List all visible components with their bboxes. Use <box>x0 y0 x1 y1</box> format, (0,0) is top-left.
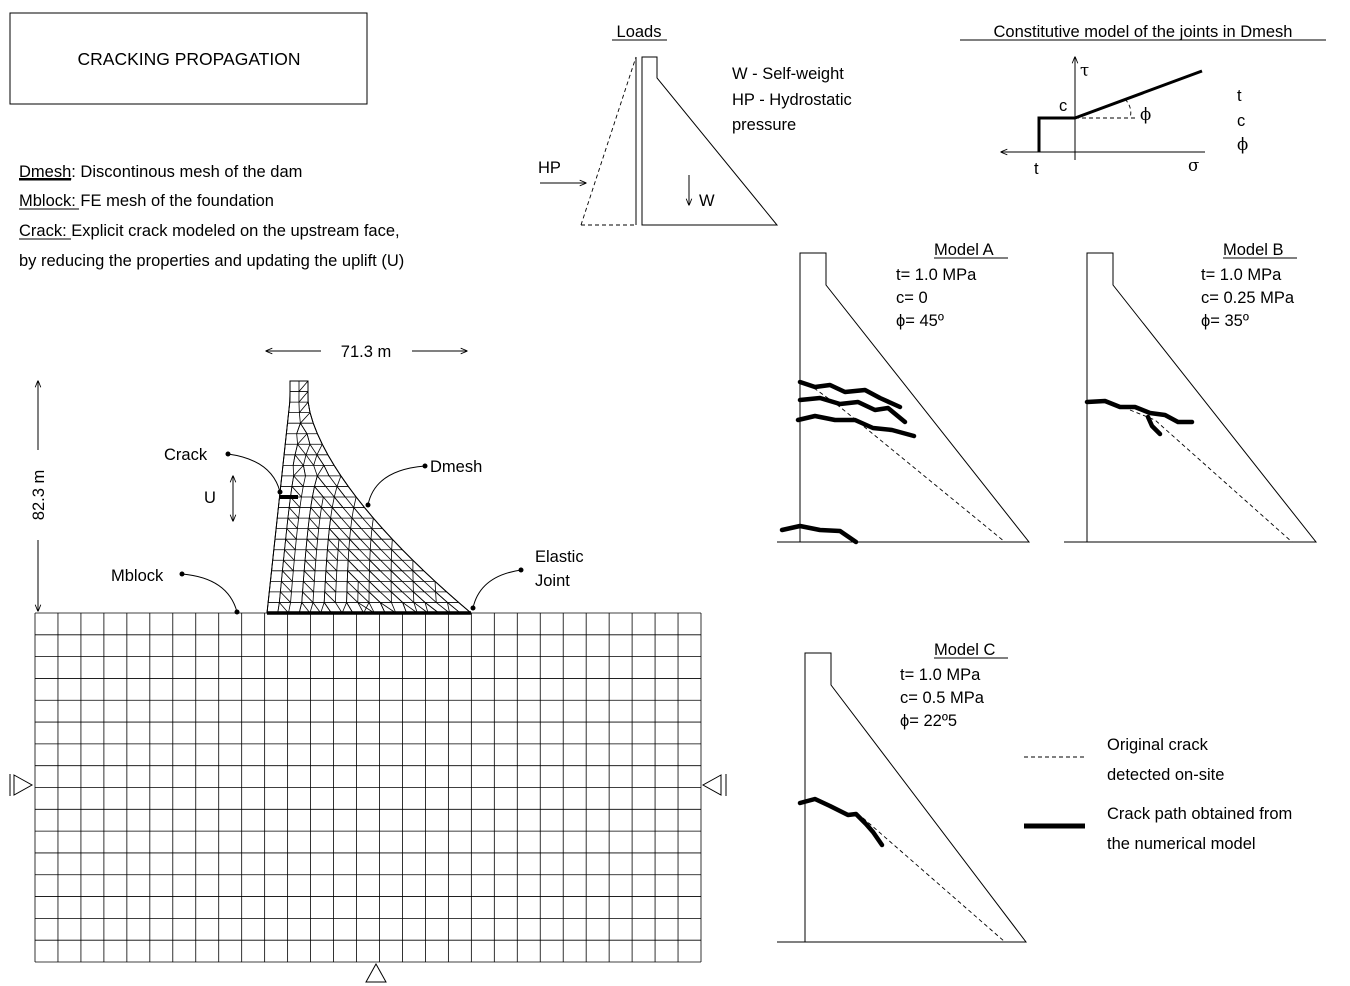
model-c: Model C t= 1.0 MPa c= 0.5 MPa ϕ= 22º5 <box>777 641 1028 943</box>
model-b-t: t= 1.0 MPa <box>1201 266 1282 284</box>
legend-dashed-label: Original crack <box>1107 736 1209 754</box>
model-c-dam-outline <box>777 652 1028 943</box>
mblock-definition: : FE mesh of the foundation <box>71 192 274 210</box>
model-a-title: Model A <box>934 241 994 259</box>
model-b: Model B t= 1.0 MPa c= 0.25 MPa ϕ= 35º <box>1064 241 1318 543</box>
model-b-c: c= 0.25 MPa <box>1201 289 1295 307</box>
loads-panel: Loads HP W W - Self-weight HP - Hydrosta… <box>538 23 852 226</box>
svg-text:Dmesh: Discontinous mesh of th: Dmesh: Discontinous mesh of the dam <box>19 163 302 181</box>
model-a-t: t= 1.0 MPa <box>896 266 977 284</box>
svg-text:Crack: Explicit crack modeled: Crack: Explicit crack modeled on the ups… <box>19 222 400 240</box>
legend: Original crack detected on-site Crack pa… <box>1024 736 1292 853</box>
model-c-original-crack <box>862 817 1006 943</box>
model-a: Model A t= 1.0 MPa c= 0 ϕ= 45º <box>777 241 1031 545</box>
phi-label: ϕ <box>1140 105 1151 124</box>
hydrostatic-triangle <box>580 56 637 226</box>
constitutive-panel: Constitutive model of the joints in Dmes… <box>960 23 1326 178</box>
svg-text:Mblock: FE mesh of the foundat: Mblock: FE mesh of the foundation <box>19 192 274 210</box>
elastic-joint-callout-2: Joint <box>535 572 570 590</box>
load-hp-label-2: pressure <box>732 116 796 134</box>
elastic-joint-callout: Elastic <box>535 548 584 566</box>
tau-label: τ <box>1080 61 1089 80</box>
w-arrow-label: W <box>699 192 715 210</box>
legend-dashed-label-2: detected on-site <box>1107 766 1224 784</box>
bottom-support <box>365 962 387 983</box>
legend-solid-label: Crack path obtained from <box>1107 805 1292 823</box>
dmesh-definition: : Discontinous mesh of the dam <box>71 163 302 181</box>
loads-dam-outline <box>641 56 779 226</box>
constitutive-heading: Constitutive model of the joints in Dmes… <box>994 23 1293 41</box>
param-phi: ϕ <box>1237 135 1248 154</box>
loads-heading: Loads <box>617 23 662 41</box>
model-a-crack-1 <box>797 379 903 410</box>
height-dimension: 82.3 m <box>30 470 48 520</box>
dmesh-callout: Dmesh <box>430 458 482 476</box>
crack-callout: Crack <box>164 446 208 464</box>
load-hp-label: HP - Hydrostatic <box>732 91 852 109</box>
model-c-crack <box>797 796 885 848</box>
model-a-crack-4 <box>779 523 859 545</box>
title-box: CRACKING PROPAGATION <box>9 12 368 105</box>
left-support <box>13 774 34 796</box>
model-b-dam-outline <box>1064 252 1318 543</box>
model-b-title: Model B <box>1223 241 1284 259</box>
model-a-crack-3 <box>795 413 917 439</box>
model-a-dam-outline <box>777 252 1031 543</box>
load-w-label: W - Self-weight <box>732 65 844 83</box>
model-b-crack <box>1084 398 1195 425</box>
strength-envelope <box>1037 69 1203 152</box>
legend-solid-label-2: the numerical model <box>1107 835 1256 853</box>
hp-arrow-label: HP <box>538 159 561 177</box>
right-support <box>701 774 722 796</box>
param-c: c <box>1237 112 1245 130</box>
sigma-label: σ <box>1188 156 1199 175</box>
uplift-label: U <box>204 489 216 507</box>
supports <box>9 774 727 983</box>
model-a-phi: ϕ= 45º <box>896 312 944 330</box>
model-a-original-crack <box>813 387 1006 543</box>
param-t: t <box>1237 87 1242 105</box>
dimensions: 71.3 m 82.3 m <box>30 343 467 611</box>
dmesh-term: Dmesh <box>19 163 71 181</box>
model-c-c: c= 0.5 MPa <box>900 689 985 707</box>
definitions: Dmesh: Discontinous mesh of the dam Mblo… <box>19 163 404 270</box>
crack-definition: : Explicit crack modeled on the upstream… <box>62 222 400 240</box>
model-c-phi: ϕ= 22º5 <box>900 712 957 730</box>
model-b-phi: ϕ= 35º <box>1201 312 1249 330</box>
t-label: t <box>1034 160 1039 178</box>
model-c-title: Model C <box>934 641 996 659</box>
crack-definition-line2: by reducing the properties and updating … <box>19 252 404 270</box>
page-title: CRACKING PROPAGATION <box>78 49 301 69</box>
model-a-crack-2 <box>797 395 908 425</box>
c-label: c <box>1059 97 1067 115</box>
mblock-term: Mblock <box>19 192 72 210</box>
dam-mesh <box>266 380 473 614</box>
foundation-mesh <box>34 612 702 963</box>
mblock-callout: Mblock <box>111 567 164 585</box>
model-b-original-crack <box>1129 409 1293 543</box>
callouts: Crack U Dmesh Mblock Elastic Joint <box>111 446 584 615</box>
crack-term: Crack <box>19 222 63 240</box>
model-a-c: c= 0 <box>896 289 928 307</box>
width-dimension: 71.3 m <box>341 343 391 361</box>
model-c-t: t= 1.0 MPa <box>900 666 981 684</box>
